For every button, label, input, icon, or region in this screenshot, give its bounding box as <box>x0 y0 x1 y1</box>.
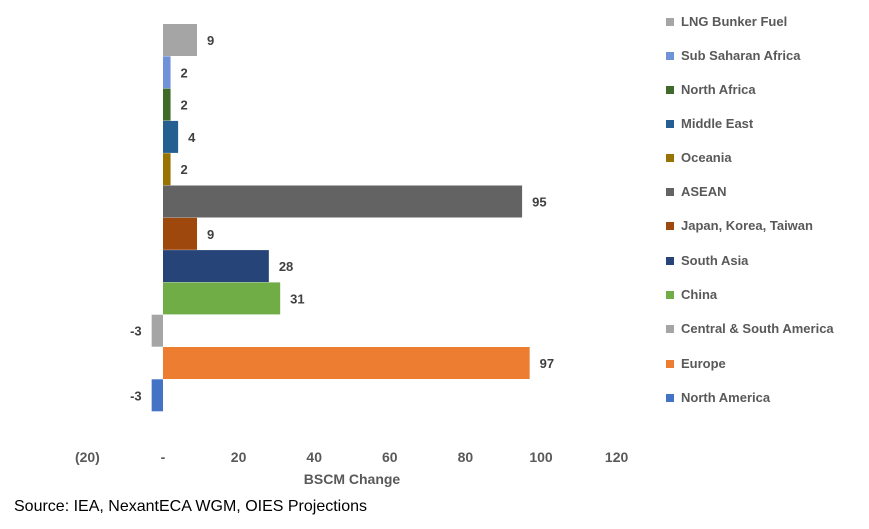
legend-label-10: Europe <box>681 356 726 371</box>
chart-area: BSCM Change 9 2 2 4 2 95 9 28 31 -3 97 -3 (20) - 20 40 6… <box>75 24 629 487</box>
legend-label-8: China <box>681 287 718 302</box>
bar-11 <box>151 379 163 412</box>
bar-1 <box>163 56 171 89</box>
legend-item-5: ASEAN <box>666 184 851 200</box>
bar-4 <box>163 153 171 186</box>
data-label-11: -3 <box>130 388 142 403</box>
legend-item-6: Japan, Korea, Taiwan <box>666 218 851 234</box>
data-label-9: -3 <box>130 324 142 339</box>
x-tick-label-6: 100 <box>529 449 553 465</box>
bar-7 <box>163 250 269 283</box>
legend-item-11: North America <box>666 390 851 406</box>
legend-label-0: LNG Bunker Fuel <box>681 14 788 29</box>
x-tick-label-4: 60 <box>382 449 398 465</box>
x-tick-label-0: (20) <box>75 449 100 465</box>
legend-swatch-10 <box>666 360 674 368</box>
legend-swatch-5 <box>666 188 674 196</box>
legend-label-3: Middle East <box>681 116 754 131</box>
data-label-2: 2 <box>181 98 188 113</box>
x-tick-label-7: 120 <box>605 449 629 465</box>
legend-label-9: Central & South America <box>681 321 834 336</box>
legend-label-1: Sub Saharan Africa <box>681 48 801 63</box>
data-label-3: 4 <box>188 130 196 145</box>
bar-2 <box>163 88 171 121</box>
legend-swatch-9 <box>666 325 674 333</box>
legend-swatch-7 <box>666 257 674 265</box>
bar-10 <box>163 347 530 379</box>
legend-item-0: LNG Bunker Fuel <box>666 14 851 30</box>
x-tick-label-5: 80 <box>458 449 474 465</box>
bar-8 <box>163 282 281 315</box>
bar-6 <box>163 217 198 250</box>
bar-5 <box>163 185 523 218</box>
x-tick-label-2: 20 <box>231 449 247 465</box>
legend-label-5: ASEAN <box>681 184 727 199</box>
legend-swatch-4 <box>666 154 674 162</box>
legend-item-10: Europe <box>666 356 851 372</box>
legend-label-11: North America <box>681 390 771 405</box>
legend-label-6: Japan, Korea, Taiwan <box>681 218 813 233</box>
legend-swatch-8 <box>666 291 674 299</box>
legend-item-7: South Asia <box>666 253 851 269</box>
bar-3 <box>163 120 179 153</box>
legend-item-8: China <box>666 287 851 303</box>
data-label-6: 9 <box>207 227 214 242</box>
legend-swatch-1 <box>666 52 674 60</box>
legend-item-3: Middle East <box>666 116 851 132</box>
data-label-4: 2 <box>181 162 188 177</box>
legend-swatch-3 <box>666 120 674 128</box>
legend-item-2: North Africa <box>666 82 851 98</box>
x-axis-title: BSCM Change <box>304 471 401 487</box>
legend-label-2: North Africa <box>681 82 756 97</box>
legend-label-4: Oceania <box>681 150 732 165</box>
data-label-1: 2 <box>181 65 188 80</box>
data-label-8: 31 <box>290 291 304 306</box>
data-label-0: 9 <box>207 33 214 48</box>
data-label-10: 97 <box>540 356 554 371</box>
legend-item-4: Oceania <box>666 150 851 166</box>
x-tick-label-1: - <box>161 449 166 465</box>
legend-swatch-6 <box>666 222 674 230</box>
data-label-5: 95 <box>532 195 546 210</box>
source-note: Source: IEA, NexantECA WGM, OIES Project… <box>14 498 368 515</box>
legend-item-1: Sub Saharan Africa <box>666 48 851 64</box>
legend-label-7: South Asia <box>681 253 749 268</box>
x-tick-label-3: 40 <box>306 449 322 465</box>
legend-swatch-11 <box>666 394 674 402</box>
bar-0 <box>163 24 198 56</box>
legend-swatch-0 <box>666 18 674 26</box>
data-label-7: 28 <box>279 259 293 274</box>
legend-item-9: Central & South America <box>666 321 851 337</box>
bar-9 <box>151 314 163 347</box>
legend-swatch-2 <box>666 86 674 94</box>
